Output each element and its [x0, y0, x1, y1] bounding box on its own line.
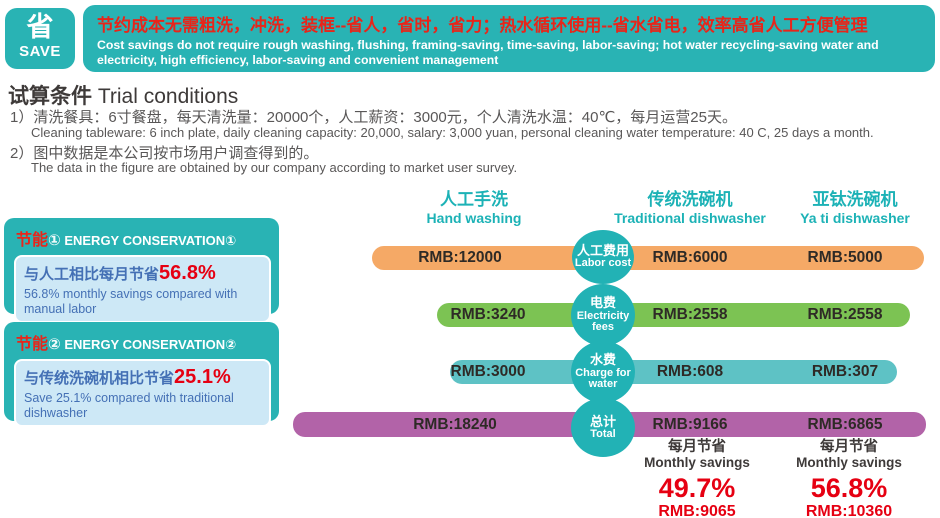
panel-2-title-en: ENERGY CONSERVATION②	[60, 337, 237, 352]
column-header-2-en: Traditional dishwasher	[614, 210, 766, 227]
banner-title-zh: 节约成本无需粗洗，冲洗，装框--省人，省时，省力；热水循环使用--省水省电，效率…	[97, 16, 868, 35]
savings-2-en: Monthly savings	[796, 454, 902, 470]
circle-water-zh: 水费	[589, 352, 616, 368]
trial-item-1-en: Cleaning tableware: 6 inch plate, daily …	[31, 125, 874, 140]
savings-1-zh: 每月节省	[668, 439, 726, 455]
panel-2-title: 节能② ENERGY CONSERVATION②	[16, 330, 271, 354]
panel-1-num: ①	[48, 232, 61, 249]
savings-2-zh: 每月节省	[820, 439, 878, 455]
panel-2-body: 与传统洗碗机相比节省25.1% Save 25.1% compared with…	[14, 359, 271, 427]
column-header-3-en: Ya ti dishwasher	[800, 210, 910, 227]
value-electricity-yati: RMB:2558	[807, 306, 883, 323]
circle-electricity-zh: 电费	[589, 295, 616, 311]
trial-conditions-title: 试算条件 Trial conditions	[8, 80, 238, 110]
column-header-yati-dishwasher: 亚钛洗碗机 Ya ti dishwasher	[765, 190, 940, 227]
circle-electricity-fees: 电费 Electricity fees	[571, 284, 635, 346]
panel-1-highlight-zh: 与人工相比每月节省	[24, 266, 160, 283]
savings-2-amount: RMB:10360	[805, 503, 893, 518]
trial-item-2-en: The data in the figure are obtained by o…	[31, 160, 518, 175]
panel-1-highlight: 与人工相比每月节省56.8%	[24, 262, 261, 285]
panel-1-body: 与人工相比每月节省56.8% 56.8% monthly savings com…	[14, 255, 271, 323]
panel-1-title: 节能① ENERGY CONSERVATION①	[16, 226, 271, 250]
circle-labor-zh: 人工费用	[576, 243, 629, 259]
value-water-hand: RMB:3000	[450, 363, 526, 380]
save-badge-en: SAVE	[19, 43, 61, 61]
column-header-1-en: Hand washing	[426, 210, 522, 227]
savings-1-en: Monthly savings	[644, 454, 750, 470]
value-total-traditional: RMB:9166	[652, 416, 728, 433]
bar-water-charge	[450, 360, 897, 384]
trial-title-zh: 试算条件	[8, 85, 92, 108]
circle-total: 总计 Total	[571, 398, 635, 457]
value-labor-traditional: RMB:6000	[652, 249, 728, 266]
panel-energy-conservation-2: 节能② ENERGY CONSERVATION② 与传统洗碗机相比节省25.1%…	[4, 322, 279, 427]
trial-title-en: Trial conditions	[92, 85, 239, 108]
value-water-yati: RMB:307	[811, 363, 879, 380]
save-badge: 省 SAVE	[5, 8, 75, 69]
column-header-3-zh: 亚钛洗碗机	[812, 190, 898, 209]
panel-1-title-zh: 节能	[16, 232, 49, 249]
save-badge-zh: 省	[26, 12, 54, 42]
column-header-2-zh: 传统洗碗机	[647, 190, 733, 209]
value-water-traditional: RMB:608	[656, 363, 724, 380]
value-labor-hand: RMB:12000	[418, 249, 502, 266]
panel-2-highlight-zh: 与传统洗碗机相比节省	[24, 370, 175, 387]
panel-1-percent: 56.8%	[159, 262, 216, 284]
value-electricity-traditional: RMB:2558	[652, 306, 728, 323]
circle-labor-en: Labor cost	[574, 257, 632, 270]
panel-1-title-en: ENERGY CONSERVATION①	[60, 233, 237, 248]
panel-2-desc: Save 25.1% compared with traditional dis…	[24, 391, 234, 420]
panel-2-highlight: 与传统洗碗机相比节省25.1%	[24, 366, 261, 389]
panel-2-title-zh: 节能	[16, 336, 49, 353]
circle-water-charge: 水费 Charge for water	[571, 341, 635, 403]
value-labor-yati: RMB:5000	[807, 249, 883, 266]
savings-2-percent: 56.8%	[810, 472, 888, 503]
panel-energy-conservation-1: 节能① ENERGY CONSERVATION① 与人工相比每月节省56.8% …	[4, 218, 279, 323]
savings-1-percent: 49.7%	[658, 472, 736, 503]
panel-2-percent: 25.1%	[174, 366, 231, 388]
header-banner: 节约成本无需粗洗，冲洗，装框--省人，省时，省力；热水循环使用--省水省电，效率…	[83, 5, 935, 72]
circle-water-en: Charge for water	[575, 366, 631, 391]
circle-electricity-en: Electricity fees	[576, 309, 630, 334]
value-total-yati: RMB:6865	[807, 416, 883, 433]
value-total-hand: RMB:18240	[413, 416, 497, 433]
bar-electricity-fees	[437, 303, 910, 327]
column-header-traditional-dishwasher: 传统洗碗机 Traditional dishwasher	[590, 190, 790, 227]
value-electricity-hand: RMB:3240	[450, 306, 526, 323]
column-header-1-zh: 人工手洗	[440, 190, 508, 209]
savings-1-amount: RMB:9065	[658, 503, 736, 518]
panel-1-desc: 56.8% monthly savings compared with manu…	[24, 287, 238, 316]
banner-subtitle-en: Cost savings do not require rough washin…	[97, 38, 879, 67]
trial-item-1-zh: 1）清洗餐具：6寸餐盘，每天清洗量：20000个，人工薪资：3000元，个人清洗…	[10, 109, 737, 126]
panel-2-num: ②	[48, 336, 61, 353]
circle-total-en: Total	[590, 427, 616, 440]
savings-yati-dishwasher: 每月节省 Monthly savings 56.8% RMB:10360	[764, 439, 934, 518]
bar-labor-cost	[372, 246, 924, 270]
trial-item-2-zh: 2）图中数据是本公司按市场用户调查得到的。	[10, 145, 319, 162]
savings-traditional-dishwasher: 每月节省 Monthly savings 49.7% RMB:9065	[612, 439, 782, 518]
circle-total-zh: 总计	[589, 413, 616, 429]
circle-labor-cost: 人工费用 Labor cost	[572, 230, 634, 284]
column-header-hand-washing: 人工手洗 Hand washing	[374, 190, 574, 227]
